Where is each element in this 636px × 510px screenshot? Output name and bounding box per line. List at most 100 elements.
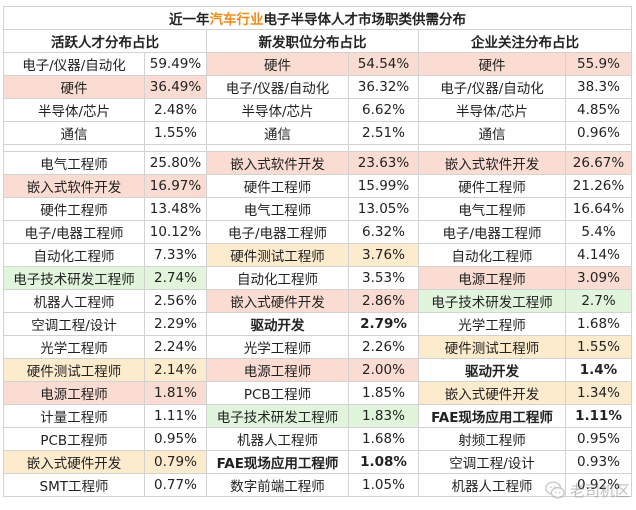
watermark: 老司机区 [544, 477, 630, 503]
category-name: 自动化工程师 [206, 266, 349, 290]
percentage-value: 1.11% [144, 404, 207, 428]
category-name: 硬件工程师 [418, 174, 566, 198]
category-name: 机器人工程师 [206, 427, 349, 451]
title-suffix: 电子半导体人才市场职类供需分布 [263, 12, 467, 28]
category-name: 光学工程师 [418, 312, 566, 336]
percentage-value: 4.85% [565, 98, 632, 122]
category-name: 电源工程师 [418, 266, 566, 290]
category-name: 嵌入式硬件开发 [418, 381, 566, 405]
percentage-value: 2.14% [144, 358, 207, 382]
table-row: 计量工程师 1.11% 电子技术研发工程师 1.83% FAE现场应用工程师 1.11% [3, 404, 632, 428]
percentage-value: 23.63% [348, 151, 419, 175]
category-name: 电气工程师 [3, 151, 145, 175]
percentage-value: 0.79% [144, 450, 207, 474]
category-name: 硬件测试工程师 [418, 335, 566, 359]
category-name: 射频工程师 [418, 427, 566, 451]
percentage-value: 6.32% [348, 220, 419, 244]
table-title: 近一年汽车行业电子半导体人才市场职类供需分布 [3, 6, 632, 30]
category-name: 嵌入式硬件开发 [3, 450, 145, 474]
table-row: 电子/仪器/自动化 59.49% 硬件 54.54% 硬件 55.9% [3, 52, 632, 76]
percentage-value: 1.68% [348, 427, 419, 451]
percentage-value: 1.85% [348, 381, 419, 405]
percentage-value: 1.11% [565, 404, 632, 428]
category-name: 电子/仪器/自动化 [206, 75, 349, 99]
category-name: 嵌入式软件开发 [206, 151, 349, 175]
percentage-value: 3.76% [348, 243, 419, 267]
category-name: 硬件 [3, 75, 145, 99]
percentage-value: 13.48% [144, 197, 207, 221]
percentage-value: 2.48% [144, 98, 207, 122]
percentage-value: 2.79% [348, 312, 419, 336]
table-row: 电子/电器工程师 10.12% 电子/电器工程师 6.32% 电子/电器工程师 5.4% [3, 220, 632, 244]
table-row: 半导体/芯片 2.48% 半导体/芯片 6.62% 半导体/芯片 4.85% [3, 98, 632, 122]
percentage-value: 0.77% [144, 473, 207, 497]
table-row: 嵌入式软件开发 16.97% 硬件工程师 15.99% 硬件工程师 21.26% [3, 174, 632, 198]
category-name: SMT工程师 [3, 473, 145, 497]
separator-cell [565, 144, 632, 152]
percentage-value: 1.08% [348, 450, 419, 474]
percentage-value: 2.56% [144, 289, 207, 313]
category-name: 硬件 [418, 52, 566, 76]
category-name: 通信 [418, 121, 566, 145]
percentage-value: 2.74% [144, 266, 207, 290]
category-name: 硬件测试工程师 [206, 243, 349, 267]
table-row: 通信 1.55% 通信 2.51% 通信 0.96% [3, 121, 632, 145]
percentage-value: 38.3% [565, 75, 632, 99]
percentage-value: 0.96% [565, 121, 632, 145]
percentage-value: 0.95% [144, 427, 207, 451]
category-name: 空调工程/设计 [3, 312, 145, 336]
category-name: 机器人工程师 [418, 473, 566, 497]
category-name: 半导体/芯片 [418, 98, 566, 122]
percentage-value: 1.4% [565, 358, 632, 382]
separator-cell [206, 144, 349, 152]
category-name: 嵌入式软件开发 [418, 151, 566, 175]
percentage-value: 2.29% [144, 312, 207, 336]
category-name: 半导体/芯片 [206, 98, 349, 122]
percentage-value: 1.55% [144, 121, 207, 145]
table-row: 硬件测试工程师 2.14% 电源工程师 2.00% 驱动开发 1.4% [3, 358, 632, 382]
category-name: 电子/电器工程师 [206, 220, 349, 244]
percentage-value: 4.14% [565, 243, 632, 267]
percentage-value: 6.62% [348, 98, 419, 122]
category-name: 通信 [3, 121, 145, 145]
category-name: 驱动开发 [206, 312, 349, 336]
percentage-value: 21.26% [565, 174, 632, 198]
percentage-value: 2.00% [348, 358, 419, 382]
percentage-value: 16.97% [144, 174, 207, 198]
percentage-value: 15.99% [348, 174, 419, 198]
percentage-value: 55.9% [565, 52, 632, 76]
wechat-icon [545, 481, 565, 499]
category-name: 光学工程师 [3, 335, 145, 359]
percentage-value: 2.26% [348, 335, 419, 359]
category-name: 电子/电器工程师 [418, 220, 566, 244]
category-name: 电源工程师 [3, 381, 145, 405]
category-name: 硬件 [206, 52, 349, 76]
category-name: 嵌入式硬件开发 [206, 289, 349, 313]
header-new-jobs: 新发职位分布占比 [206, 29, 419, 53]
category-name: 计量工程师 [3, 404, 145, 428]
percentage-value: 16.64% [565, 197, 632, 221]
category-name: 电子技术研发工程师 [206, 404, 349, 428]
percentage-value: 0.93% [565, 450, 632, 474]
category-name: PCB工程师 [206, 381, 349, 405]
percentage-value: 1.34% [565, 381, 632, 405]
category-name: FAE现场应用工程师 [418, 404, 566, 428]
percentage-value: 2.24% [144, 335, 207, 359]
category-name: 自动化工程师 [418, 243, 566, 267]
category-name: 通信 [206, 121, 349, 145]
percentage-value: 2.7% [565, 289, 632, 313]
category-name: 电子技术研发工程师 [3, 266, 145, 290]
percentage-value: 10.12% [144, 220, 207, 244]
percentage-value: 59.49% [144, 52, 207, 76]
table-row: 自动化工程师 7.33% 硬件测试工程师 3.76% 自动化工程师 4.14% [3, 243, 632, 267]
section-separator [3, 144, 632, 152]
percentage-value: 25.80% [144, 151, 207, 175]
percentage-value: 1.68% [565, 312, 632, 336]
talent-distribution-table: 近一年汽车行业电子半导体人才市场职类供需分布 活跃人才分布占比 新发职位分布占比… [3, 6, 632, 497]
percentage-value: 1.81% [144, 381, 207, 405]
percentage-value: 7.33% [144, 243, 207, 267]
table-row: SMT工程师 0.77% 数字前端工程师 1.05% 机器人工程师 0.92% [3, 473, 632, 497]
category-name: 机器人工程师 [3, 289, 145, 313]
table-row: PCB工程师 0.95% 机器人工程师 1.68% 射频工程师 0.95% [3, 427, 632, 451]
